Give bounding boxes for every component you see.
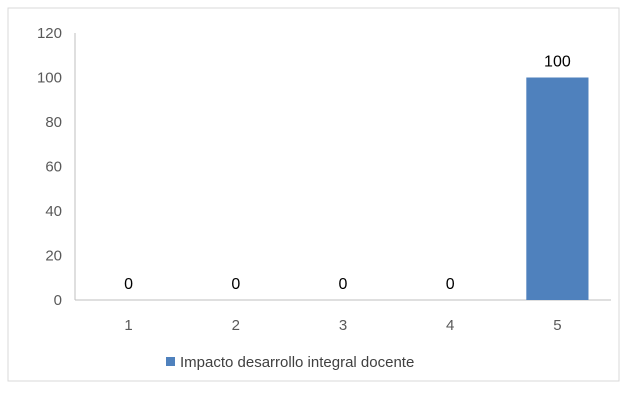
data-label-4: 0	[446, 276, 455, 293]
x-tick-labels: 1 2 3 4 5	[124, 317, 561, 334]
y-tick-label-40: 40	[45, 203, 62, 220]
legend-label: Impacto desarrollo integral docente	[180, 354, 414, 371]
x-tick-label-1: 1	[124, 317, 132, 334]
x-tick-label-2: 2	[232, 317, 240, 334]
data-labels: 0 0 0 0 100	[124, 54, 571, 294]
y-tick-label-60: 60	[45, 159, 62, 176]
data-label-3: 0	[339, 276, 348, 293]
legend-swatch	[166, 357, 175, 366]
y-tick-labels: 0 20 40 60 80 100 120	[37, 25, 62, 309]
y-tick-label-0: 0	[54, 292, 62, 309]
legend: Impacto desarrollo integral docente	[166, 354, 414, 371]
x-tick-label-5: 5	[553, 317, 561, 334]
bar-5	[526, 77, 589, 300]
y-tick-label-80: 80	[45, 114, 62, 131]
data-label-1: 0	[124, 276, 133, 293]
y-tick-label-100: 100	[37, 70, 62, 87]
data-label-2: 0	[231, 276, 240, 293]
y-tick-label-20: 20	[45, 248, 62, 265]
data-label-5: 100	[544, 54, 571, 71]
y-tick-label-120: 120	[37, 25, 62, 42]
x-tick-label-3: 3	[339, 317, 347, 334]
x-tick-label-4: 4	[446, 317, 454, 334]
chart-border	[7, 7, 620, 382]
bars	[526, 77, 589, 300]
